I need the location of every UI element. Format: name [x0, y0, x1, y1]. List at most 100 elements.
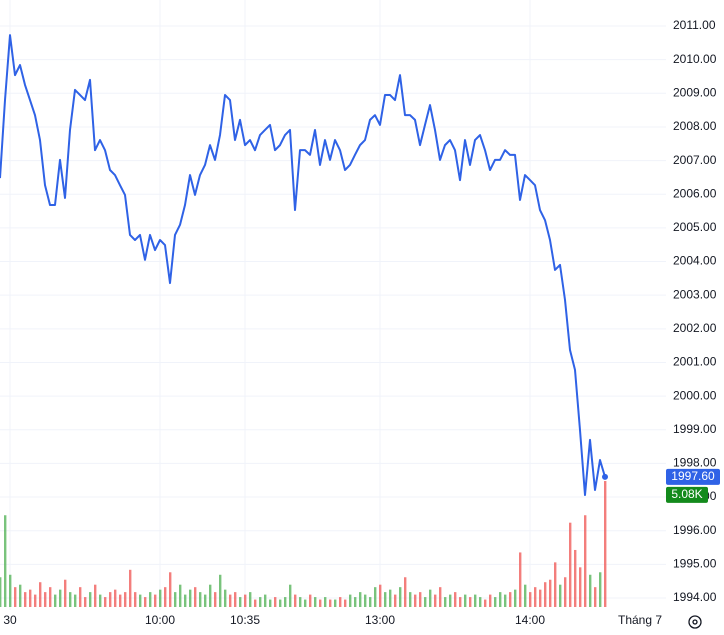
volume-bar [444, 597, 447, 607]
volume-bar [354, 597, 357, 607]
volume-bar [539, 589, 542, 607]
volume-bar [424, 597, 427, 607]
volume-bar [324, 597, 327, 607]
volume-bar [349, 594, 352, 607]
volume-bar [509, 592, 512, 607]
volume-bar [479, 597, 482, 607]
y-tick-label: 2010.00 [673, 52, 717, 66]
volume-bar [234, 592, 237, 607]
volume-bar [564, 577, 567, 607]
volume-bar [499, 592, 502, 607]
volume-bar [594, 587, 597, 607]
volume-bar [244, 594, 247, 607]
volume-bar [584, 515, 587, 607]
volume-bar [344, 599, 347, 607]
volume-bar [544, 582, 547, 607]
volume-bar [209, 584, 212, 607]
volume-bar [604, 481, 607, 607]
volume-bar [494, 597, 497, 607]
last-price-box [666, 468, 720, 485]
volume-bar [304, 599, 307, 607]
volume-bar [64, 579, 67, 607]
volume-bar [214, 592, 217, 607]
grid [0, 0, 666, 610]
volume-bar [174, 592, 177, 607]
volume-bar [219, 574, 222, 607]
y-tick-label: 2009.00 [673, 85, 717, 99]
last-point [602, 473, 608, 480]
volume-bar [229, 594, 232, 607]
volume-bar [34, 594, 37, 607]
volume-bar [364, 594, 367, 607]
x-tick-label: 10:35 [230, 613, 260, 627]
volume-bar [289, 584, 292, 607]
volume-bar [399, 587, 402, 607]
volume-bar [84, 597, 87, 607]
volume-bar [549, 579, 552, 607]
volume-bar [134, 592, 137, 607]
volume-bar [374, 587, 377, 607]
volume-bar [469, 597, 472, 607]
volume-bar [39, 582, 42, 607]
volume-bar [0, 577, 2, 607]
y-tick-label: 2004.00 [673, 254, 717, 268]
volume-bar [89, 592, 92, 607]
x-tick-label: 14:00 [515, 613, 545, 627]
volume-bar [159, 589, 162, 607]
volume-bar [4, 515, 7, 607]
volume-bar [599, 572, 602, 607]
volume-bar [204, 594, 207, 607]
volume-bar [529, 592, 532, 607]
y-tick-label: 2003.00 [673, 287, 717, 301]
volume-bar [269, 599, 272, 607]
volume-bar [239, 597, 242, 607]
volume-bar [309, 594, 312, 607]
volume-bar [459, 597, 462, 607]
volume-bar [384, 592, 387, 607]
y-tick-label: 2011.00 [673, 18, 716, 32]
x-tick-label: 13:00 [365, 613, 395, 627]
y-tick-label: 2006.00 [673, 186, 717, 200]
volume-bar [14, 587, 17, 607]
volume-bar [299, 597, 302, 607]
volume-bar [189, 589, 192, 607]
volume-bar [489, 594, 492, 607]
volume-bar [589, 574, 592, 607]
y-tick-label: 2002.00 [673, 321, 717, 335]
volume-bar [519, 552, 522, 607]
volume-bar [569, 522, 572, 607]
y-tick-label: 2001.00 [673, 355, 717, 369]
volume-bar [199, 592, 202, 607]
volume-bar [524, 584, 527, 607]
settings-button[interactable] [688, 615, 702, 629]
volume-bar [79, 587, 82, 607]
volume-bar [274, 597, 277, 607]
volume-bar [164, 587, 167, 607]
volume-bar [259, 597, 262, 607]
volume-bar [109, 592, 112, 607]
volume-bar [334, 599, 337, 607]
x-tick-label: 30 [3, 613, 17, 627]
volume-bars [0, 481, 607, 607]
volume-label-box [666, 486, 708, 503]
volume-label: 5.08K [671, 487, 702, 501]
volume-bar [484, 599, 487, 607]
volume-bar [94, 584, 97, 607]
volume-bar [574, 549, 577, 607]
volume-bar [104, 597, 107, 607]
volume-bar [329, 599, 332, 607]
volume-bar [414, 594, 417, 607]
volume-bar [29, 589, 32, 607]
volume-bar [369, 597, 372, 607]
volume-bar [249, 592, 252, 607]
volume-bar [19, 584, 22, 607]
volume-bar [169, 572, 172, 607]
volume-bar [144, 597, 147, 607]
volume-bar [59, 589, 62, 607]
volume-bar [559, 584, 562, 607]
volume-bar [184, 594, 187, 607]
volume-bar [254, 599, 257, 607]
volume-bar [284, 597, 287, 607]
volume-bar [514, 589, 517, 607]
